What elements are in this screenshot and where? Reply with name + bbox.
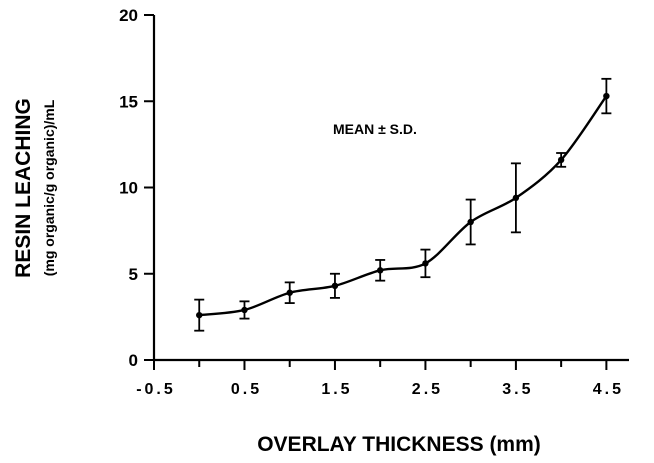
x-tick-label: 0.5 <box>231 381 262 398</box>
data-point <box>603 92 610 100</box>
series-line <box>199 95 608 317</box>
data-points <box>196 92 610 319</box>
y-axis-label: RESIN LEACHING <box>12 98 35 278</box>
data-point <box>557 156 565 164</box>
x-tick-label: -0.5 <box>136 381 176 398</box>
data-point <box>512 194 520 202</box>
y-tick-label: 15 <box>119 92 138 111</box>
data-point <box>422 260 429 267</box>
data-point <box>286 289 293 296</box>
x-tick-label: 1.5 <box>321 381 352 398</box>
x-tick-label: 4.5 <box>593 381 624 398</box>
y-axis-units-label: (mg organic/g organic)/mL <box>41 99 57 276</box>
chart-annotation: MEAN ± S.D. <box>333 121 417 137</box>
data-point <box>331 282 339 290</box>
x-tick-label: 3.5 <box>502 381 533 398</box>
x-ticks: -0.5 0.5 1.5 2.5 3.5 4.5 <box>136 360 624 398</box>
data-point <box>376 267 384 274</box>
y-tick-label: 10 <box>119 179 138 198</box>
axes <box>152 15 629 362</box>
y-tick-label: 5 <box>129 265 138 284</box>
x-tick-label: 2.5 <box>412 381 443 398</box>
data-point <box>241 306 248 314</box>
x-axis-label: OVERLAY THICKNESS (mm) <box>257 433 541 456</box>
y-ticks: 0 5 10 15 20 <box>119 6 154 370</box>
data-point <box>467 218 474 226</box>
error-bars <box>194 77 612 332</box>
data-point <box>196 311 203 319</box>
y-tick-label: 0 <box>129 351 138 370</box>
y-tick-label: 20 <box>119 6 138 25</box>
